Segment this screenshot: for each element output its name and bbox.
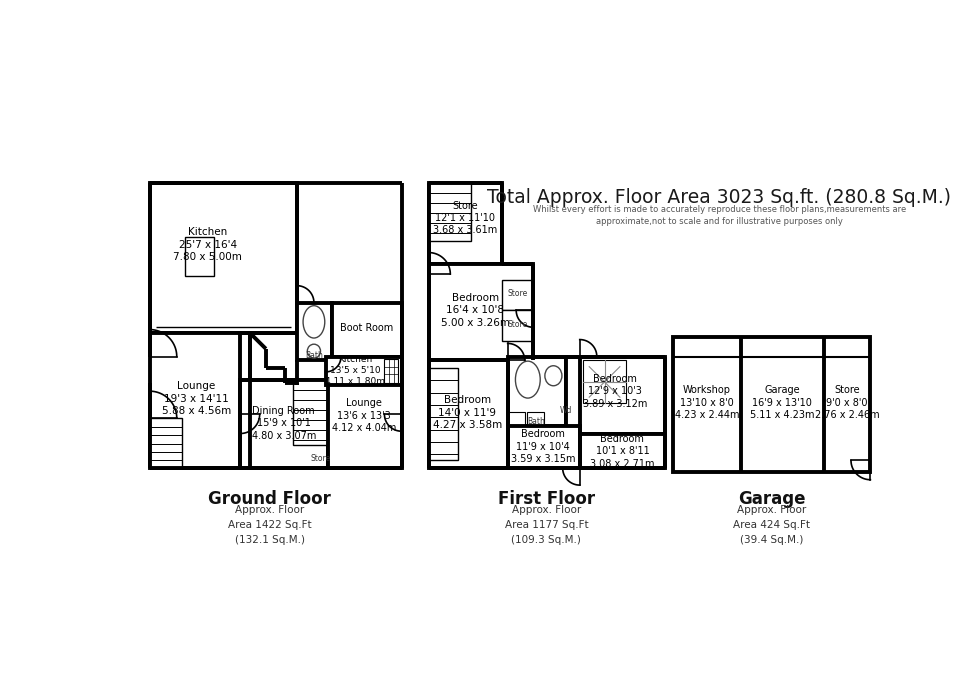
Text: Kitchen
13'5 x 5'10
4.11 x 1.80m: Kitchen 13'5 x 5'10 4.11 x 1.80m — [325, 355, 385, 386]
Text: Bedroom
10'1 x 8'11
3.08 x 2.71m: Bedroom 10'1 x 8'11 3.08 x 2.71m — [590, 434, 655, 468]
Bar — [150, 418, 182, 468]
Bar — [428, 264, 533, 360]
Bar — [293, 380, 328, 445]
Text: Workshop
13'10 x 8'0
4.23 x 2.44m: Workshop 13'10 x 8'0 4.23 x 2.44m — [674, 385, 739, 420]
Bar — [150, 333, 250, 468]
Text: Boot Room: Boot Room — [340, 323, 393, 333]
Text: Ground Floor: Ground Floor — [209, 490, 331, 508]
Ellipse shape — [303, 306, 324, 338]
Text: Bedroom
16'4 x 10'8
5.00 x 3.26m: Bedroom 16'4 x 10'8 5.00 x 3.26m — [441, 293, 510, 328]
Bar — [328, 368, 402, 468]
Bar — [384, 359, 399, 383]
Text: Store: Store — [310, 455, 330, 464]
Bar — [508, 412, 524, 426]
Bar — [583, 360, 626, 403]
Ellipse shape — [515, 361, 540, 398]
Text: Approx. Floor
Area 1422 Sq.Ft
(132.1 Sq.M.): Approx. Floor Area 1422 Sq.Ft (132.1 Sq.… — [228, 505, 312, 545]
Text: Total Approx. Floor Area 3023 Sq.ft. (280.8 Sq.M.): Total Approx. Floor Area 3023 Sq.ft. (28… — [487, 188, 952, 207]
Bar — [428, 183, 502, 264]
Ellipse shape — [545, 366, 562, 386]
Bar — [672, 337, 870, 472]
Text: Bedroom
14'0 x 11'9
4.27 x 3.58m: Bedroom 14'0 x 11'9 4.27 x 3.58m — [433, 395, 502, 430]
Bar — [332, 303, 402, 356]
Bar — [502, 310, 533, 341]
Text: Whilst every effort is made to accurately reproduce these floor plans,measuremen: Whilst every effort is made to accuratel… — [532, 205, 906, 226]
Text: Approx. Floor
Area 1177 Sq.Ft
(109.3 Sq.M.): Approx. Floor Area 1177 Sq.Ft (109.3 Sq.… — [505, 505, 588, 545]
Text: Store
12'1 x 11'10
3.68 x 3.61m: Store 12'1 x 11'10 3.68 x 3.61m — [433, 200, 497, 236]
Bar — [508, 426, 580, 468]
Bar — [565, 356, 665, 434]
Text: Lounge
19'3 x 14'11
5.88 x 4.56m: Lounge 19'3 x 14'11 5.88 x 4.56m — [162, 381, 230, 416]
Text: Bath: Bath — [527, 417, 545, 426]
Text: First Floor: First Floor — [498, 490, 595, 508]
Bar — [580, 434, 665, 468]
Bar — [240, 380, 328, 468]
Text: Bedroom
12'9 x 10'3
3.89 x 3.12m: Bedroom 12'9 x 10'3 3.89 x 3.12m — [583, 374, 648, 409]
Text: Bath: Bath — [305, 351, 322, 360]
Bar — [502, 279, 533, 310]
Bar — [297, 303, 332, 360]
Bar — [508, 356, 565, 426]
Bar — [428, 368, 458, 460]
Text: Kitchen
25'7 x 16'4
7.80 x 5.00m: Kitchen 25'7 x 16'4 7.80 x 5.00m — [173, 227, 242, 262]
Bar — [527, 412, 544, 426]
Text: Approx. Floor
Area 424 Sq.Ft
(39.4 Sq.M.): Approx. Floor Area 424 Sq.Ft (39.4 Sq.M.… — [733, 505, 810, 545]
Text: Store: Store — [508, 289, 528, 298]
Text: Store: Store — [508, 319, 528, 328]
Bar — [150, 183, 297, 333]
Bar — [428, 360, 508, 468]
Bar — [428, 183, 471, 241]
Bar — [184, 237, 214, 276]
Text: Bedroom
11'9 x 10'4
3.59 x 3.15m: Bedroom 11'9 x 10'4 3.59 x 3.15m — [512, 429, 575, 464]
Text: Garage: Garage — [738, 490, 806, 508]
Text: Dining Room
15'9 x 10'1
4.80 x 3.07m: Dining Room 15'9 x 10'1 4.80 x 3.07m — [252, 406, 316, 441]
Text: Wd: Wd — [560, 406, 572, 415]
Text: Lounge
13'6 x 13'3
4.12 x 4.04m: Lounge 13'6 x 13'3 4.12 x 4.04m — [332, 398, 397, 433]
Ellipse shape — [308, 344, 320, 358]
Bar — [325, 356, 402, 385]
Text: Garage
16'9 x 13'10
5.11 x 4.23m: Garage 16'9 x 13'10 5.11 x 4.23m — [750, 385, 814, 420]
Text: Store
9'0 x 8'0
2.76 x 2.46m: Store 9'0 x 8'0 2.76 x 2.46m — [814, 385, 879, 420]
